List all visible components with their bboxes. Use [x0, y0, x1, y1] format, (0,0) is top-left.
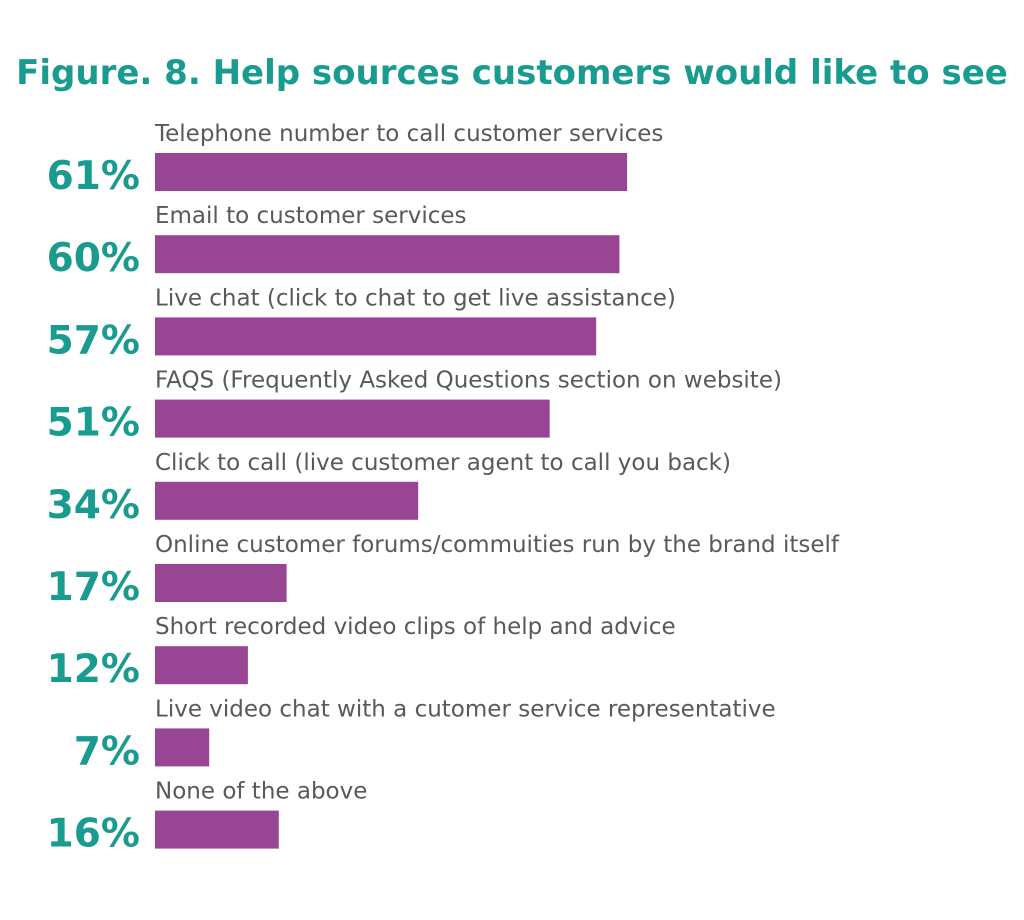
category-label: Online customer forums/commuities run by… — [155, 532, 840, 558]
category-label: None of the above — [155, 779, 367, 805]
bar — [155, 481, 419, 520]
value-label: 16% — [47, 812, 140, 857]
value-label: 34% — [47, 483, 140, 528]
bar — [155, 564, 287, 602]
value-label: 12% — [47, 647, 140, 692]
category-label: Short recorded video clips of help and a… — [155, 614, 676, 640]
bar — [155, 317, 597, 356]
value-label: 17% — [47, 565, 140, 610]
value-label: 61% — [47, 154, 140, 199]
bar — [155, 728, 210, 767]
category-label: Live chat (click to chat to get live ass… — [155, 285, 676, 311]
bar — [155, 153, 628, 191]
bar — [155, 235, 620, 274]
bar — [155, 399, 550, 438]
category-label: Click to call (live customer agent to ca… — [155, 450, 731, 476]
value-label: 60% — [47, 236, 140, 281]
bar — [155, 646, 248, 685]
category-label: Telephone number to call customer servic… — [154, 121, 663, 147]
value-label: 7% — [74, 729, 140, 774]
bars-group: Telephone number to call customer servic… — [47, 121, 840, 857]
value-label: 57% — [47, 318, 140, 363]
category-label: Live video chat with a cutomer service r… — [155, 696, 776, 722]
chart-title: Figure. 8. Help sources customers would … — [16, 53, 1008, 93]
bar — [155, 810, 279, 849]
value-label: 51% — [47, 401, 140, 446]
category-label: Email to customer services — [155, 203, 467, 229]
category-label: FAQS (Frequently Asked Questions section… — [155, 368, 782, 394]
